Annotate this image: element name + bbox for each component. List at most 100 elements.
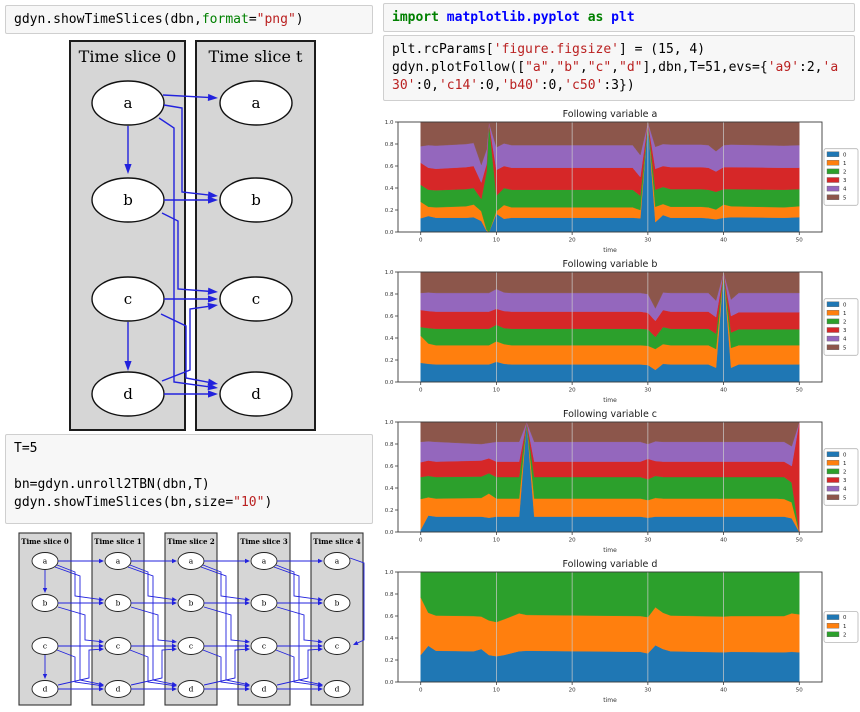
edge-arrowhead bbox=[172, 558, 177, 564]
code-line: bn=gdyn.unroll2TBN(dbn,T) bbox=[14, 477, 210, 492]
x-tick-label: 50 bbox=[796, 538, 803, 544]
x-axis-label: time bbox=[603, 547, 617, 554]
y-tick-label: 0.0 bbox=[385, 680, 394, 686]
y-tick-label: 0.8 bbox=[385, 592, 394, 598]
legend-label: 0 bbox=[843, 615, 847, 621]
node-label: b bbox=[251, 191, 261, 209]
edge-arrowhead bbox=[172, 643, 177, 649]
legend-label: 1 bbox=[843, 161, 846, 167]
edge-arrowhead bbox=[98, 597, 104, 602]
code-line: gdyn.showTimeSlices(dbn,format="png") bbox=[14, 12, 304, 27]
edge-arrowhead bbox=[317, 639, 323, 644]
x-tick-label: 0 bbox=[419, 238, 423, 244]
axes-frame bbox=[397, 421, 823, 533]
y-tick-label: 0.6 bbox=[385, 614, 394, 620]
edge-arrowhead bbox=[98, 639, 104, 644]
legend-label: 2 bbox=[843, 470, 846, 476]
code-line: T=5 bbox=[14, 441, 38, 456]
edge-arrowhead bbox=[318, 600, 323, 606]
legend-label: 1 bbox=[843, 461, 846, 467]
edge-arrowhead bbox=[317, 597, 323, 602]
panel-title: Time slice 0 bbox=[79, 47, 177, 66]
edge-arrowhead bbox=[208, 295, 218, 303]
y-tick-label: 0.0 bbox=[385, 530, 394, 536]
legend-swatch bbox=[826, 451, 840, 457]
chart-title: Following variable c bbox=[563, 409, 657, 420]
panel-title: Time slice t bbox=[209, 47, 303, 66]
legend-swatch bbox=[826, 468, 840, 475]
y-tick-label: 0.6 bbox=[385, 314, 394, 320]
edge-arrowhead bbox=[318, 686, 323, 692]
node-a0 bbox=[91, 80, 165, 126]
legend-label: 3 bbox=[843, 178, 846, 184]
x-tick-label: 40 bbox=[720, 238, 727, 244]
legend-label: 5 bbox=[843, 195, 846, 201]
x-tick-label: 0 bbox=[419, 688, 423, 694]
y-tick-label: 0.4 bbox=[385, 336, 394, 342]
edge-arrowhead bbox=[208, 196, 218, 204]
legend-swatch bbox=[826, 185, 840, 192]
panel-title: Time slice 1 bbox=[94, 537, 142, 546]
node-d4 bbox=[323, 680, 351, 698]
node-label: d bbox=[189, 685, 194, 694]
code-line: plt.rcParams['figure.figsize'] = (15, 4) bbox=[392, 42, 706, 57]
legend-label: 0 bbox=[843, 302, 847, 308]
node-label: d bbox=[251, 385, 261, 403]
legend-swatch bbox=[826, 631, 840, 638]
x-tick-label: 30 bbox=[644, 238, 651, 244]
legend-swatch bbox=[826, 327, 840, 333]
y-tick-label: 0.0 bbox=[385, 380, 394, 386]
edge-arrowhead bbox=[207, 302, 218, 310]
code-cell-import[interactable]: import matplotlib.pyplot as plt bbox=[383, 3, 855, 32]
x-tick-label: 20 bbox=[569, 688, 576, 694]
legend-swatch bbox=[826, 177, 840, 183]
chart-following-c: Following variable c0 10 20 30 40 500.00.20.4… bbox=[385, 409, 859, 554]
x-axis-label: time bbox=[603, 697, 617, 704]
x-tick-label: 10 bbox=[493, 388, 500, 394]
node-label: c bbox=[124, 290, 132, 308]
code-cell-plotfollow[interactable]: plt.rcParams['figure.figsize'] = (15, 4)… bbox=[383, 35, 855, 101]
legend-label: 2 bbox=[843, 320, 846, 326]
edge-arrowhead bbox=[245, 686, 250, 692]
panel-title: Time slice 0 bbox=[21, 537, 69, 546]
legend-swatch bbox=[826, 460, 840, 466]
node-label: a bbox=[252, 94, 261, 112]
edge-arrowhead bbox=[353, 640, 359, 645]
x-tick-label: 40 bbox=[720, 688, 727, 694]
legend-label: 5 bbox=[843, 495, 846, 501]
legend-swatch bbox=[826, 194, 840, 200]
y-tick-label: 1.0 bbox=[385, 270, 394, 276]
y-tick-label: 0.8 bbox=[385, 292, 394, 298]
x-tick-label: 0 bbox=[419, 538, 423, 544]
edge-arrowhead bbox=[42, 588, 48, 593]
x-tick-label: 20 bbox=[569, 388, 576, 394]
x-tick-label: 10 bbox=[493, 238, 500, 244]
code-cell-unroll[interactable]: T=5 bn=gdyn.unroll2TBN(dbn,T) gdyn.showTi… bbox=[5, 434, 373, 524]
node-label: c bbox=[252, 290, 260, 308]
area-series-2 bbox=[420, 571, 800, 623]
x-tick-label: 10 bbox=[493, 538, 500, 544]
legend-swatch bbox=[826, 151, 840, 157]
edge-arrowhead bbox=[317, 683, 323, 688]
x-axis-label: time bbox=[603, 247, 617, 254]
edge-arrowhead bbox=[99, 600, 104, 606]
legend-swatch bbox=[826, 477, 840, 483]
dbn-2tbn-diagram: Time slice 0 Time slice t a b c d a b c d bbox=[69, 40, 316, 431]
edge-arrowhead bbox=[244, 647, 250, 652]
x-tick-label: 30 bbox=[644, 688, 651, 694]
unrolled-dbn-diagram: Time slice 0 a b c d Time slice 1 a b c d Time sli… bbox=[18, 532, 365, 706]
edge-arrowhead bbox=[318, 558, 323, 564]
y-tick-label: 0.4 bbox=[385, 486, 394, 492]
edge-arrowhead bbox=[98, 647, 104, 652]
edge-arrowhead bbox=[317, 647, 323, 652]
legend-label: 4 bbox=[843, 187, 847, 193]
legend: 0 1 2 3 4 5 bbox=[823, 448, 859, 506]
axes-frame bbox=[397, 571, 823, 683]
edge-arrowhead bbox=[207, 191, 218, 199]
legend-swatch bbox=[826, 301, 840, 307]
code-cell-show-timeslices-dbn[interactable]: gdyn.showTimeSlices(dbn,format="png") bbox=[5, 5, 373, 34]
node-label: b bbox=[262, 599, 267, 608]
axes-frame bbox=[397, 121, 823, 233]
legend-label: 1 bbox=[843, 311, 846, 317]
node-label: b bbox=[123, 191, 133, 209]
